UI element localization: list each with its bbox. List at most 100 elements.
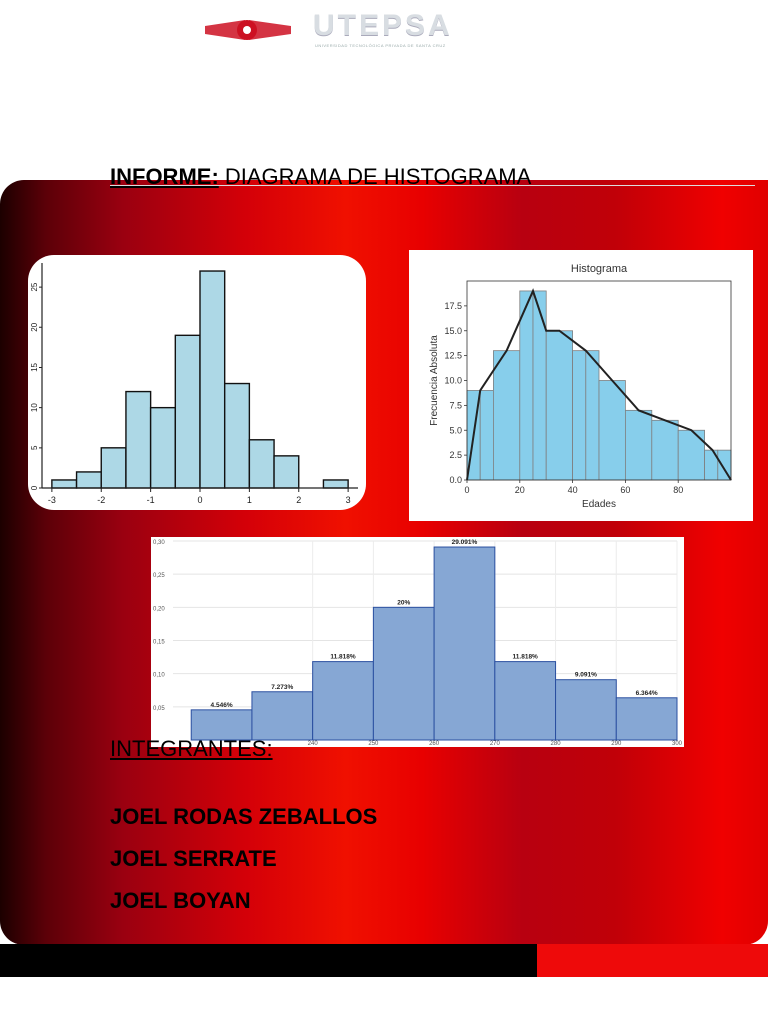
x-tick-label: 280 <box>551 741 562 747</box>
histogram-bar <box>174 334 201 489</box>
chart-title: Histograma <box>571 263 628 275</box>
x-tick-label: 3 <box>346 495 351 505</box>
member-name: JOEL SERRATE <box>110 846 277 871</box>
y-tick-label: 10 <box>30 403 39 412</box>
logo-brand-text: UTEPSA <box>313 9 453 42</box>
y-tick-label: 25 <box>30 282 39 291</box>
header: UTEPSA UNIVERSIDAD TECNOLÓGICA PRIVADA D… <box>0 0 768 182</box>
x-tick-label: 60 <box>620 485 630 495</box>
footer-band-red <box>537 944 768 977</box>
histogram-chart-percent-svg: 0,05 0,10 0,15 0,20 0,25 0,30 4.546% 7.273% 11.8… <box>153 539 683 747</box>
data-label: 7.273% <box>271 684 293 691</box>
y-tick-label: 17.5 <box>444 301 462 311</box>
histogram-chart-normal-svg: -3 -2 -1 0 1 2 3 0 5 10 15 20 25 <box>30 263 358 505</box>
x-tick-label: 1 <box>247 495 252 505</box>
histogram-bar <box>273 455 300 489</box>
x-tick-label: 250 <box>368 741 379 747</box>
x-tick-label: 270 <box>490 741 501 747</box>
y-tick-label: 20 <box>30 322 39 331</box>
y-tick-label: 0,15 <box>153 640 165 646</box>
histogram-bar <box>199 270 226 489</box>
histogram-bar <box>651 419 679 481</box>
data-label: 9.091% <box>575 672 597 679</box>
data-label: 20% <box>397 599 410 606</box>
histogram-bar <box>372 606 435 741</box>
x-tick-label: -3 <box>48 495 56 505</box>
histogram-bar <box>251 691 314 741</box>
histogram-bar <box>479 390 494 481</box>
histogram-chart-percent: 0,05 0,10 0,15 0,20 0,25 0,30 4.546% 7.273% 11.8… <box>151 537 684 747</box>
histogram-bar <box>51 479 78 489</box>
y-tick-label: 0,25 <box>153 573 165 579</box>
y-tick-label: 7.5 <box>449 400 462 410</box>
histogram-bar <box>624 409 653 481</box>
x-axis-label: Edades <box>582 499 616 510</box>
x-tick-label: 300 <box>672 741 683 747</box>
data-label: 6.364% <box>636 690 658 697</box>
histogram-bar <box>248 439 275 489</box>
histogram-chart-normal: -3 -2 -1 0 1 2 3 0 5 10 15 20 25 <box>28 255 366 510</box>
histogram-bar <box>494 661 557 741</box>
y-tick-label: 0.0 <box>449 475 462 485</box>
member-name: JOEL RODAS ZEBALLOS <box>110 804 378 829</box>
logo-tagline: UNIVERSIDAD TECNOLÓGICA PRIVADA DE SANTA… <box>315 43 446 48</box>
histogram-bar <box>75 471 102 489</box>
x-tick-label: 2 <box>296 495 301 505</box>
histogram-bar <box>149 406 177 489</box>
x-tick-label: 40 <box>568 485 578 495</box>
x-tick-label: 20 <box>515 485 525 495</box>
histogram-bar <box>493 350 521 481</box>
y-tick-label: 0,30 <box>153 540 165 546</box>
histogram-bar <box>312 661 374 741</box>
histogram-bar <box>100 447 127 489</box>
histogram-bar <box>532 290 547 481</box>
y-axis-label: Frecuencia Absoluta <box>429 335 440 426</box>
histogram-bar <box>322 479 349 489</box>
histogram-bar <box>433 546 496 741</box>
histogram-bar <box>615 697 678 741</box>
histogram-chart-ages-svg: Histograma 0 20 40 60 80 0.0 2.5 5.0 7.5 10.0 12.5 1… <box>429 263 732 510</box>
page-title: INFORME: DIAGRAMA DE HISTOGRAMA <box>110 164 531 190</box>
y-tick-label: 15.0 <box>444 326 462 336</box>
y-tick-label: 0,05 <box>153 706 165 712</box>
y-tick-label: 0 <box>30 485 39 490</box>
title-text: DIAGRAMA DE HISTOGRAMA <box>218 164 532 189</box>
y-tick-label: 0,10 <box>153 673 165 679</box>
histogram-bar <box>598 380 626 481</box>
y-tick-label: 12.5 <box>444 351 462 361</box>
y-tick-label: 5.0 <box>449 425 462 435</box>
y-tick-label: 15 <box>30 362 39 371</box>
footer-band-black <box>0 944 537 977</box>
members-title: INTEGRANTES: <box>110 736 273 761</box>
data-label: 4.546% <box>211 702 233 709</box>
histogram-bar <box>125 390 152 489</box>
histogram-bar <box>555 679 617 741</box>
histogram-bar <box>572 350 587 481</box>
histogram-bar <box>223 382 251 489</box>
utepsa-logo: UTEPSA UNIVERSIDAD TECNOLÓGICA PRIVADA D… <box>205 9 565 48</box>
member-name: JOEL BOYAN <box>110 888 251 913</box>
x-tick-label: 0 <box>197 495 202 505</box>
frequency-polygon-line <box>466 288 732 481</box>
title-rule <box>110 185 755 186</box>
y-tick-label: 2.5 <box>449 450 462 460</box>
histogram-bar <box>519 290 534 481</box>
x-tick-label: 260 <box>429 741 440 747</box>
x-tick-label: 240 <box>308 741 319 747</box>
x-tick-label: 0 <box>464 485 469 495</box>
x-tick-label: -1 <box>147 495 155 505</box>
y-tick-label: 10.0 <box>444 376 462 386</box>
histogram-bar <box>545 330 573 481</box>
data-label: 11.818% <box>330 654 356 661</box>
data-label: 11.818% <box>513 654 539 661</box>
y-tick-label: 5 <box>30 445 39 450</box>
histogram-bar <box>585 350 600 481</box>
data-label: 29.091% <box>452 539 478 546</box>
histogram-chart-ages: Histograma 0 20 40 60 80 0.0 2.5 5.0 7.5 10.0 12.5 1… <box>409 250 753 521</box>
x-tick-label: 290 <box>611 741 622 747</box>
title-label: INFORME: <box>110 164 219 189</box>
logo-emblem-icon <box>205 20 291 40</box>
y-tick-label: 0,20 <box>153 606 165 612</box>
x-tick-label: 80 <box>673 485 683 495</box>
x-tick-label: -2 <box>97 495 105 505</box>
